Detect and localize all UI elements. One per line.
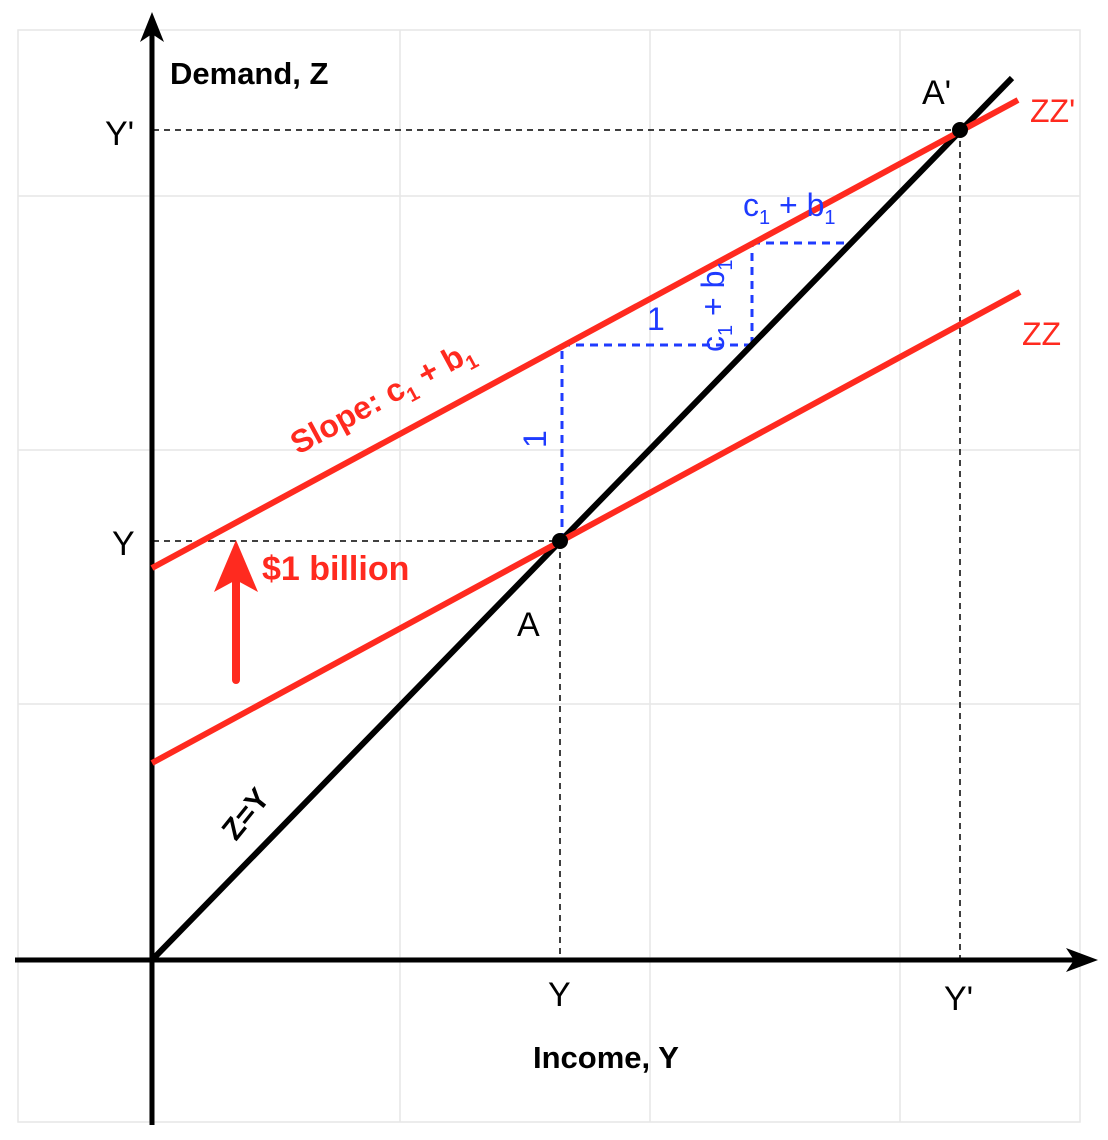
step-vertical-mid: + b: [695, 271, 731, 325]
step-horizontal-mid: + b: [770, 187, 824, 223]
step-vertical-sub2: 1: [715, 259, 737, 270]
label-a-prime: A': [922, 74, 951, 112]
y-tick-y-prime: Y': [105, 115, 134, 153]
step-horizontal-text: c: [743, 187, 759, 223]
zz-line: [150, 289, 1022, 766]
point-a-prime: [952, 122, 968, 138]
multiplier-steps: [560, 241, 852, 541]
label-diagonal: Z=Y: [216, 782, 277, 846]
x-axis-arrowhead: [1066, 948, 1098, 972]
label-zz: ZZ: [1022, 316, 1061, 352]
step-vertical-sub1: 1: [715, 325, 737, 336]
step-horizontal-sub1: 1: [759, 207, 770, 229]
y-axis-label: Demand, Z: [170, 56, 329, 91]
diagonal-z-equals-y: [149, 75, 1015, 963]
step-horizontal-sub2: 1: [824, 207, 835, 229]
step-label-c1b1-horizontal: c1 + b1: [743, 187, 836, 229]
axes: [15, 30, 1085, 1125]
y-tick-y: Y: [112, 525, 135, 563]
step-label-one-vertical: 1: [517, 430, 553, 448]
label-zz-prime: ZZ': [1030, 93, 1075, 129]
x-tick-y: Y: [548, 976, 571, 1014]
x-axis-label: Income, Y: [533, 1040, 679, 1075]
step-label-c1b1-vertical: c1 + b1: [695, 259, 737, 352]
label-a: A: [517, 606, 540, 644]
x-tick-y-prime: Y': [944, 980, 973, 1018]
zz-prime-line: [150, 97, 1020, 571]
shift-label: $1 billion: [262, 550, 409, 588]
guide-lines: [153, 129, 961, 958]
slope-label-text: Slope: c: [284, 370, 411, 461]
shift-arrow: [214, 540, 258, 684]
step-label-one-horizontal: 1: [647, 301, 665, 337]
step-vertical-text: c: [695, 336, 731, 352]
y-axis-arrowhead: [140, 12, 164, 42]
point-a: [552, 533, 568, 549]
